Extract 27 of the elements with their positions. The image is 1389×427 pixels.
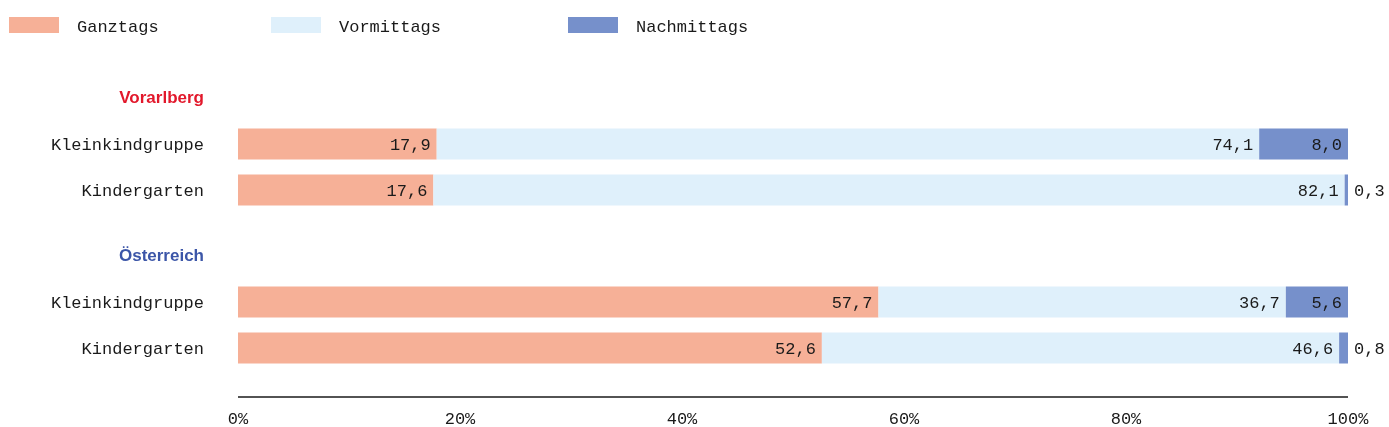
data-label: 0,8 bbox=[1354, 339, 1385, 359]
x-tick-label: 20% bbox=[444, 409, 477, 427]
text: Vorarlberg bbox=[119, 87, 204, 107]
data-label: 52,6 bbox=[775, 339, 816, 359]
legend-label: Ganztags bbox=[77, 17, 159, 37]
data-label: 82,1 bbox=[1297, 181, 1339, 201]
data-label: 17,9 bbox=[389, 135, 431, 155]
x-tick-label: 0% bbox=[227, 409, 249, 427]
data-label: 36,7 bbox=[1239, 293, 1280, 313]
legend-label: Vormittags bbox=[339, 17, 442, 37]
x-tick-label: 60% bbox=[888, 409, 921, 427]
data-label: 46,6 bbox=[1292, 339, 1334, 359]
data-label: 17,6 bbox=[386, 181, 428, 201]
x-tick-label: 80% bbox=[1110, 409, 1143, 427]
data-label: 57,7 bbox=[831, 293, 873, 313]
data-label: 5,6 bbox=[1311, 293, 1342, 313]
y-tick-label: Kleinkindgruppe bbox=[50, 293, 204, 313]
data-label: 74,1 bbox=[1212, 135, 1254, 155]
legend-label: Nachmittags bbox=[636, 17, 749, 37]
x-tick-label: 100% bbox=[1327, 409, 1370, 427]
text: Österreich bbox=[118, 245, 204, 265]
data-label: 0,3 bbox=[1354, 181, 1385, 201]
y-tick-label: Kindergarten bbox=[81, 339, 204, 359]
y-tick-label: Kleinkindgruppe bbox=[50, 135, 204, 155]
data-label: 8,0 bbox=[1311, 135, 1342, 155]
x-tick-label: 40% bbox=[666, 409, 699, 427]
y-tick-label: Kindergarten bbox=[81, 181, 204, 201]
